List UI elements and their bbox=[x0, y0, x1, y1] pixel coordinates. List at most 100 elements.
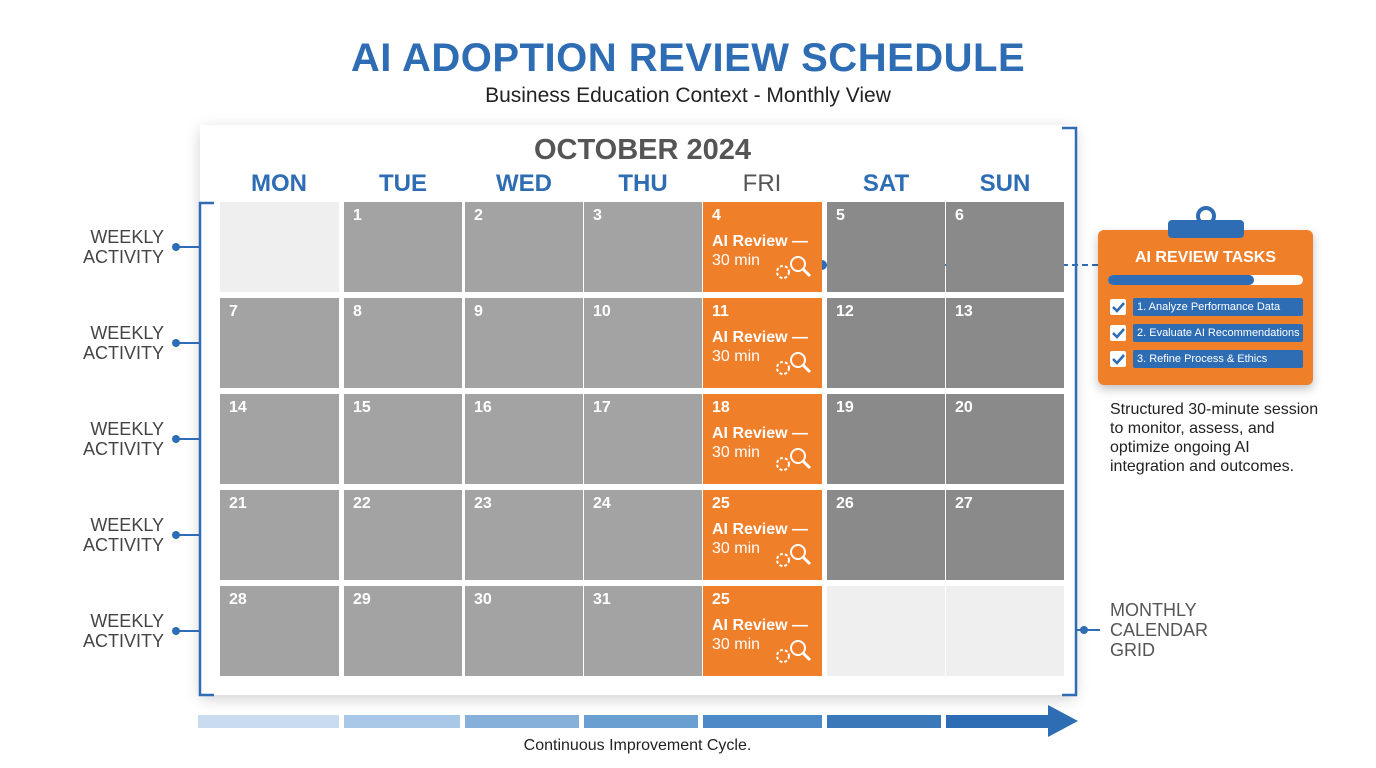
event-title: AI Review — bbox=[712, 617, 809, 634]
task-item: 2. Evaluate AI Recommendations bbox=[1133, 324, 1303, 342]
day-cell: 24 bbox=[584, 490, 702, 580]
day-number: 30 bbox=[474, 591, 492, 608]
day-number: 15 bbox=[353, 399, 371, 416]
day-cell: 12 bbox=[827, 298, 945, 388]
event-cell: 18 AI Review — 30 min bbox=[703, 394, 822, 484]
connector-dot bbox=[1080, 626, 1088, 634]
day-number: 19 bbox=[836, 399, 854, 416]
day-cell: 1 bbox=[344, 202, 462, 292]
day-cell: 15 bbox=[344, 394, 462, 484]
day-cell: 30 bbox=[465, 586, 583, 676]
day-number: 13 bbox=[955, 303, 973, 320]
day-number: 29 bbox=[353, 591, 371, 608]
card-clip bbox=[1168, 222, 1244, 238]
magnifier-handle bbox=[801, 363, 812, 374]
day-cell: 6 bbox=[946, 202, 1064, 292]
day-cell: 31 bbox=[584, 586, 702, 676]
magnifier-icon bbox=[790, 448, 806, 464]
magnifier-handle bbox=[801, 459, 812, 470]
event-duration: 30 min bbox=[712, 444, 761, 461]
day-cell: 17 bbox=[584, 394, 702, 484]
day-number: 4 bbox=[712, 207, 721, 224]
row-label: WEEKLY ACTIVITY bbox=[82, 611, 164, 651]
day-cell: 2 bbox=[465, 202, 583, 292]
day-number: 6 bbox=[955, 207, 964, 224]
day-number: 12 bbox=[836, 303, 854, 320]
event-block: AI Review — 30 min bbox=[712, 328, 813, 366]
weekday-label: THU bbox=[618, 170, 668, 197]
weekday-label: FRI bbox=[742, 170, 782, 197]
day-number: 22 bbox=[353, 495, 371, 512]
day-cell: 19 bbox=[827, 394, 945, 484]
cycle-segment bbox=[465, 715, 579, 728]
progress-fill bbox=[1108, 275, 1254, 285]
event-title: AI Review — bbox=[712, 521, 809, 538]
event-cell: 25 AI Review — 30 min bbox=[703, 586, 822, 676]
month-label: OCTOBER 2024 bbox=[533, 134, 752, 166]
day-cell: 14 bbox=[220, 394, 339, 484]
day-number: 1 bbox=[353, 207, 362, 224]
day-cell: 27 bbox=[946, 490, 1064, 580]
row-dot bbox=[172, 435, 180, 443]
event-duration: 30 min bbox=[712, 348, 761, 365]
cycle-segment bbox=[198, 715, 339, 728]
task-check bbox=[1110, 299, 1126, 315]
event-cell: 4 AI Review — 30 min bbox=[703, 202, 822, 292]
task-item: 3. Refine Process & Ethics bbox=[1133, 350, 1303, 368]
row-label: WEEKLY ACTIVITY bbox=[82, 227, 164, 267]
day-number: 11 bbox=[712, 303, 729, 320]
weekday-label: WED bbox=[496, 170, 552, 197]
gear-icon bbox=[776, 553, 790, 567]
task-check bbox=[1110, 325, 1126, 341]
gear-icon bbox=[776, 457, 790, 471]
check-mark bbox=[1112, 354, 1125, 365]
check-mark bbox=[1112, 328, 1125, 339]
left-bracket bbox=[198, 201, 214, 697]
day-cell: 23 bbox=[465, 490, 583, 580]
day-number: 18 bbox=[712, 399, 730, 416]
cycle-segment bbox=[946, 715, 1050, 728]
weekday-label: TUE bbox=[379, 170, 427, 197]
day-cell: 28 bbox=[220, 586, 339, 676]
event-duration: 30 min bbox=[712, 252, 761, 269]
day-cell: 20 bbox=[946, 394, 1064, 484]
event-block: AI Review — 30 min bbox=[712, 424, 813, 462]
day-cell: 13 bbox=[946, 298, 1064, 388]
day-cell: 3 bbox=[584, 202, 702, 292]
day-number: 26 bbox=[836, 495, 854, 512]
cycle-bar bbox=[198, 705, 1078, 737]
row-dot bbox=[172, 243, 180, 251]
day-cell: 7 bbox=[220, 298, 339, 388]
event-title: AI Review — bbox=[712, 425, 809, 442]
event-block: AI Review — 30 min bbox=[712, 520, 813, 558]
day-number: 5 bbox=[836, 207, 845, 224]
day-cell: 29 bbox=[344, 586, 462, 676]
event-title: AI Review — bbox=[712, 329, 809, 346]
event-title: AI Review — bbox=[712, 233, 809, 250]
day-cell: 21 bbox=[220, 490, 339, 580]
event-duration: 30 min bbox=[712, 540, 761, 557]
event-cell: 11 AI Review — 30 min bbox=[703, 298, 822, 388]
cycle-label: Continuous Improvement Cycle. bbox=[523, 737, 752, 754]
weekday-label: MON bbox=[251, 170, 307, 197]
cycle-segment bbox=[344, 715, 460, 728]
weekday-label: SAT bbox=[862, 170, 910, 197]
weekday-label: SUN bbox=[979, 170, 1031, 197]
cycle-segment bbox=[827, 715, 941, 728]
magnifier-handle bbox=[801, 651, 812, 662]
magnifier-handle bbox=[801, 267, 812, 278]
day-cell: 16 bbox=[465, 394, 583, 484]
day-number: 24 bbox=[593, 495, 611, 512]
day-number: 16 bbox=[474, 399, 492, 416]
row-dot bbox=[172, 627, 180, 635]
day-number: 10 bbox=[593, 303, 611, 320]
day-cell bbox=[220, 202, 339, 292]
day-cell bbox=[946, 586, 1064, 676]
task-check bbox=[1110, 351, 1126, 367]
day-number: 31 bbox=[593, 591, 611, 608]
event-block: AI Review — 30 min bbox=[712, 616, 813, 654]
description: Structured 30-minute session to monitor,… bbox=[1110, 401, 1319, 475]
day-cell: 9 bbox=[465, 298, 583, 388]
day-cell bbox=[827, 586, 945, 676]
row-label: WEEKLY ACTIVITY bbox=[82, 323, 164, 363]
